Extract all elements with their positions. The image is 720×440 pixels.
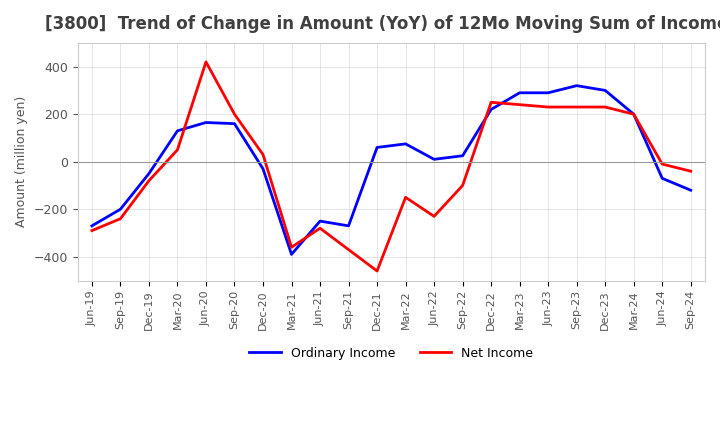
Ordinary Income [430,157,438,162]
Ordinary Income [373,145,382,150]
Net Income [344,247,353,252]
Ordinary Income [230,121,239,126]
Ordinary Income [658,176,667,181]
Title: [3800]  Trend of Change in Amount (YoY) of 12Mo Moving Sum of Incomes: [3800] Trend of Change in Amount (YoY) o… [45,15,720,33]
Ordinary Income [88,223,96,228]
Ordinary Income [145,171,153,176]
Ordinary Income [686,187,695,193]
Ordinary Income [459,153,467,158]
Ordinary Income [572,83,581,88]
Net Income [459,183,467,188]
Ordinary Income [116,207,125,212]
Net Income [601,104,610,110]
Net Income [401,195,410,200]
Net Income [658,161,667,167]
Net Income [173,147,181,152]
Net Income [202,59,210,65]
Ordinary Income [629,111,638,117]
Net Income [258,152,267,157]
Net Income [487,99,495,105]
Legend: Ordinary Income, Net Income: Ordinary Income, Net Income [244,341,539,365]
Ordinary Income [202,120,210,125]
Ordinary Income [258,166,267,172]
Ordinary Income [601,88,610,93]
Ordinary Income [516,90,524,95]
Net Income [230,111,239,117]
Net Income [544,104,552,110]
Line: Net Income: Net Income [92,62,690,271]
Net Income [572,104,581,110]
Net Income [315,226,324,231]
Line: Ordinary Income: Ordinary Income [92,86,690,254]
Ordinary Income [344,223,353,228]
Ordinary Income [487,107,495,112]
Net Income [145,178,153,183]
Net Income [88,228,96,233]
Ordinary Income [544,90,552,95]
Net Income [516,102,524,107]
Net Income [686,169,695,174]
Net Income [116,216,125,221]
Ordinary Income [315,219,324,224]
Ordinary Income [287,252,296,257]
Y-axis label: Amount (million yen): Amount (million yen) [15,96,28,227]
Net Income [629,111,638,117]
Net Income [373,268,382,274]
Ordinary Income [173,128,181,133]
Net Income [287,245,296,250]
Net Income [430,214,438,219]
Ordinary Income [401,141,410,147]
